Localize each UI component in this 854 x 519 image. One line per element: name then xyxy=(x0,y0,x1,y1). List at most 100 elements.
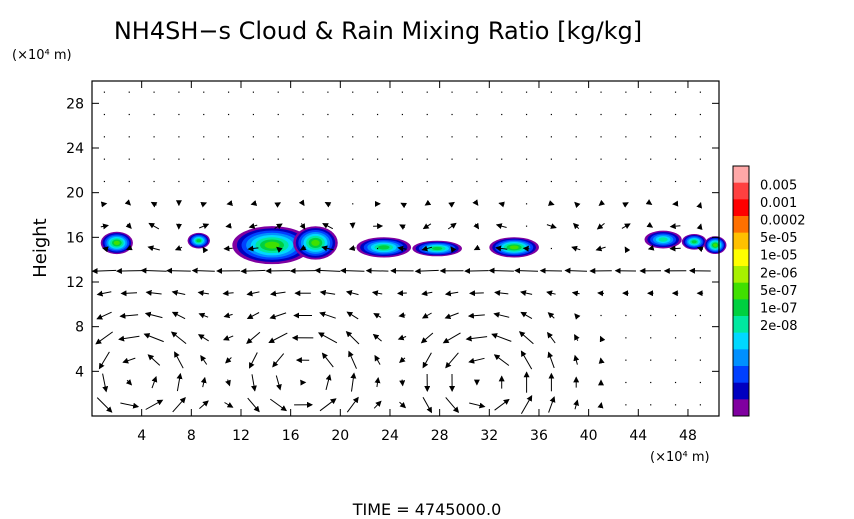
wind-dot xyxy=(625,158,627,160)
wind-arrow xyxy=(268,332,288,343)
wind-dot xyxy=(302,180,304,183)
colorbar-segment xyxy=(733,399,749,417)
wind-arrow xyxy=(98,351,110,370)
wind-arrow xyxy=(546,290,556,297)
wind-arrow xyxy=(274,202,282,208)
x-tick-label: 44 xyxy=(629,428,647,444)
wind-arrow xyxy=(571,245,581,252)
wind-arrow xyxy=(573,399,579,410)
wind-dot xyxy=(476,113,478,116)
wind-arrow xyxy=(321,245,334,252)
wind-arrow xyxy=(319,398,337,412)
wind-arrow xyxy=(546,223,557,229)
wind-arrow xyxy=(246,331,261,344)
wind-dot xyxy=(501,113,503,116)
x-tick-label: 12 xyxy=(232,428,250,444)
wind-dot xyxy=(252,91,255,93)
colorbar-label: 1e-07 xyxy=(760,302,798,317)
wind-dot xyxy=(327,158,329,160)
wind-arrow xyxy=(275,375,282,391)
wind-dot xyxy=(625,381,627,384)
wind-dot xyxy=(178,180,180,183)
wind-arrow xyxy=(547,351,555,369)
wind-dot xyxy=(352,203,354,205)
wind-arrow xyxy=(197,334,209,342)
wind-arrow xyxy=(422,397,432,414)
wind-dot xyxy=(476,136,478,138)
cloud-contour xyxy=(431,246,443,251)
wind-dot xyxy=(327,91,329,93)
wind-arrow xyxy=(520,311,533,320)
plot-frame xyxy=(91,80,720,417)
wind-arrow xyxy=(345,330,360,345)
wind-dot xyxy=(575,158,577,160)
wind-arrow xyxy=(148,222,160,230)
x-tick-label: 16 xyxy=(282,428,300,444)
cloud-contour xyxy=(196,239,202,243)
wind-dot xyxy=(550,136,552,138)
wind-arrow xyxy=(350,372,357,392)
colorbar-segment xyxy=(733,266,749,283)
wind-dot xyxy=(699,180,701,183)
colorbar-label: 0.001 xyxy=(760,196,797,211)
wind-arrow xyxy=(224,402,234,408)
wind-arrow xyxy=(202,246,209,254)
wind-dot xyxy=(327,180,329,183)
colorbar-label: 5e-07 xyxy=(760,284,798,299)
x-tick-label: 32 xyxy=(480,428,498,444)
wind-arrow xyxy=(345,290,359,296)
wind-arrow xyxy=(574,313,581,320)
wind-dot xyxy=(699,404,701,406)
wind-dot xyxy=(327,136,329,138)
wind-dot xyxy=(550,113,552,116)
wind-arrow xyxy=(696,223,703,231)
wind-arrow xyxy=(318,332,338,344)
cloud-contour xyxy=(691,240,697,244)
wind-dot xyxy=(227,113,230,116)
wind-arrow xyxy=(199,223,210,229)
colorbar-label: 0.0002 xyxy=(760,214,806,229)
wind-arrow xyxy=(598,199,606,206)
wind-dot xyxy=(426,158,428,160)
wind-dot xyxy=(476,180,478,183)
wind-dot xyxy=(501,136,503,138)
y-tick-label: 20 xyxy=(66,186,84,202)
wind-arrow xyxy=(115,267,142,274)
wind-dot xyxy=(128,136,130,138)
wind-dot xyxy=(600,314,602,317)
wind-dot xyxy=(550,180,552,183)
wind-dot xyxy=(277,158,279,160)
wind-arrow xyxy=(696,201,703,209)
wind-arrow xyxy=(198,312,209,319)
cloud-contour xyxy=(311,239,320,247)
wind-arrow xyxy=(226,200,233,206)
wind-arrow xyxy=(399,379,406,387)
wind-dot xyxy=(178,113,180,116)
wind-dot xyxy=(699,91,701,93)
wind-arrow xyxy=(171,311,186,320)
colorbar-segment xyxy=(733,166,749,183)
wind-dot xyxy=(674,381,677,384)
wind-arrow xyxy=(276,246,283,253)
wind-dot xyxy=(302,158,304,160)
cloud-contour xyxy=(509,245,519,250)
wind-dot xyxy=(227,91,230,93)
wind-arrow xyxy=(118,335,140,342)
wind-dot xyxy=(203,158,205,160)
wind-arrow xyxy=(348,350,357,369)
wind-dot xyxy=(401,136,403,138)
wind-arrow xyxy=(270,398,288,412)
wind-arrow xyxy=(125,379,133,386)
wind-arrow xyxy=(249,352,258,369)
wind-dot xyxy=(401,91,403,93)
wind-arrow xyxy=(421,245,433,252)
wind-arrow xyxy=(422,223,432,230)
colorbar-segment xyxy=(733,316,749,333)
wind-arrow xyxy=(222,335,234,341)
wind-dot xyxy=(625,404,627,406)
wind-arrow xyxy=(174,245,183,251)
wind-dot xyxy=(426,180,428,183)
wind-dot xyxy=(401,113,403,116)
wind-arrow xyxy=(373,400,382,409)
